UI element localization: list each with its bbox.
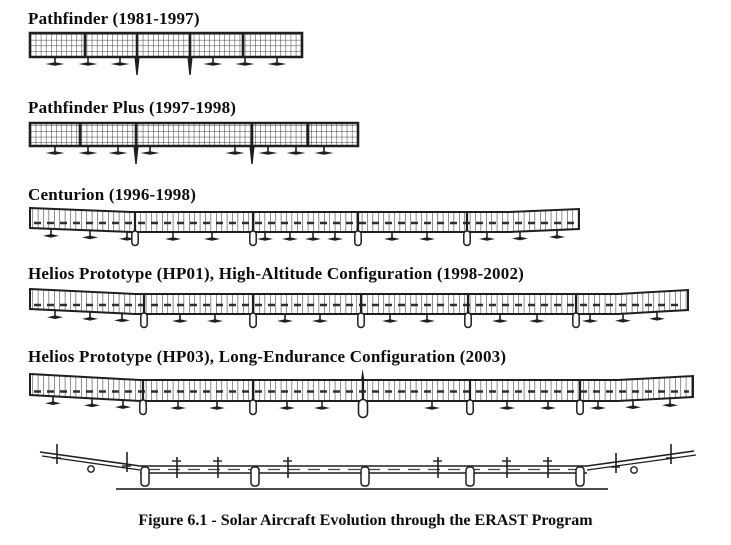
pathfinder-drawing: [28, 31, 304, 75]
helios-hp03-drawing: [29, 368, 694, 419]
helios-hp03-title: Helios Prototype (HP03), Long-Endurance …: [28, 347, 507, 366]
front-view-drawing: [39, 444, 697, 490]
pathfinder-title: Pathfinder (1981-1997): [28, 9, 200, 28]
figure-caption: Figure 6.1 - Solar Aircraft Evolution th…: [138, 512, 593, 529]
centurion-drawing: [29, 206, 580, 247]
helios-hp01-drawing: [29, 287, 689, 329]
centurion-title: Centurion (1996-1998): [28, 185, 197, 204]
helios-hp01-title: Helios Prototype (HP01), High-Altitude C…: [28, 264, 525, 283]
pathfinder-plus-title: Pathfinder Plus (1997-1998): [28, 98, 237, 117]
pathfinder-plus-drawing: [28, 121, 360, 164]
